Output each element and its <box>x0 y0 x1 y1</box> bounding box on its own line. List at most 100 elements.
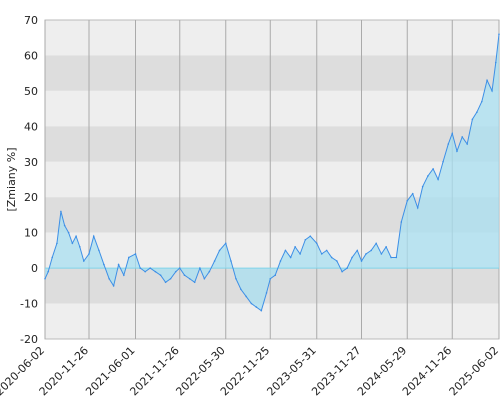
data-point <box>346 267 348 269</box>
data-point <box>71 242 74 245</box>
data-point <box>92 235 95 238</box>
data-point <box>284 249 287 252</box>
series-line <box>44 34 500 312</box>
y-tick-label: 10 <box>24 227 38 240</box>
data-point <box>416 207 419 209</box>
y-tick-label: 50 <box>24 85 38 98</box>
data-point <box>63 224 66 227</box>
data-point <box>193 281 196 284</box>
data-point <box>269 277 272 280</box>
data-point <box>486 79 488 82</box>
data-point <box>304 238 307 241</box>
data-point <box>245 295 247 298</box>
data-point <box>260 309 263 312</box>
data-point <box>461 136 464 138</box>
data-point <box>320 253 323 255</box>
data-point <box>265 292 268 294</box>
data-point <box>456 150 458 152</box>
data-point <box>169 277 172 280</box>
data-point <box>255 306 258 308</box>
data-point <box>75 235 77 238</box>
y-tick-label: 40 <box>24 120 38 133</box>
grid-band <box>45 303 499 339</box>
data-point <box>279 260 282 262</box>
data-point <box>117 263 120 266</box>
data-point <box>250 302 253 305</box>
data-point <box>411 192 414 195</box>
data-point <box>315 242 318 245</box>
data-point <box>432 168 434 170</box>
data-point <box>498 33 500 35</box>
data-point <box>144 270 146 273</box>
data-point <box>154 270 157 273</box>
data-point <box>51 256 54 259</box>
series-area <box>44 33 500 312</box>
data-point <box>178 267 181 269</box>
data-point <box>67 231 70 234</box>
data-point <box>336 260 338 262</box>
data-point <box>60 210 62 213</box>
data-point <box>481 100 483 103</box>
data-point <box>79 246 81 248</box>
data-point <box>139 267 142 269</box>
data-point <box>203 277 206 280</box>
data-point <box>174 270 177 273</box>
y-tick-label: 20 <box>24 191 38 204</box>
data-point <box>351 256 353 259</box>
data-point <box>494 61 497 64</box>
data-point <box>447 143 450 145</box>
data-point <box>294 246 296 248</box>
data-point <box>98 249 100 252</box>
data-point <box>466 143 468 145</box>
data-point <box>199 267 201 269</box>
data-point <box>235 277 237 280</box>
data-point <box>365 253 367 255</box>
grid-band <box>45 126 499 162</box>
data-point <box>112 285 115 287</box>
data-point <box>400 221 403 223</box>
data-point <box>230 260 232 262</box>
x-tick-label: 2025-06-02 <box>447 344 500 398</box>
data-point <box>82 260 85 262</box>
data-point <box>451 132 454 135</box>
data-point <box>395 256 398 259</box>
data-point <box>208 270 211 273</box>
data-point <box>103 263 105 266</box>
data-point <box>427 175 429 177</box>
data-point <box>149 267 151 269</box>
data-point <box>330 256 333 259</box>
data-point <box>421 185 424 188</box>
y-tick-label: 0 <box>31 262 38 275</box>
data-point <box>390 256 392 259</box>
data-point <box>127 256 130 259</box>
data-point <box>471 118 474 121</box>
data-point <box>375 242 377 245</box>
data-point <box>442 160 444 163</box>
y-axis-label: [Zmiany %] <box>5 147 18 211</box>
data-point <box>370 249 373 252</box>
y-tick-label: -10 <box>20 298 38 311</box>
data-point <box>44 277 46 280</box>
data-point <box>218 249 221 252</box>
data-point <box>380 253 383 255</box>
data-point <box>183 274 186 277</box>
data-point <box>164 281 167 284</box>
data-point <box>47 270 50 273</box>
y-tick-label: 30 <box>24 156 38 169</box>
grid-band <box>45 90 499 127</box>
data-point <box>56 242 58 245</box>
data-point <box>437 178 439 181</box>
data-point <box>213 260 216 262</box>
data-point <box>108 277 110 280</box>
data-point <box>88 253 90 255</box>
data-point <box>356 249 359 252</box>
data-point <box>134 253 137 255</box>
data-point <box>123 274 125 277</box>
data-point <box>240 288 242 291</box>
grid-band <box>45 20 499 56</box>
y-tick-label: -20 <box>20 333 38 346</box>
data-point <box>406 199 409 202</box>
data-point <box>159 274 162 277</box>
